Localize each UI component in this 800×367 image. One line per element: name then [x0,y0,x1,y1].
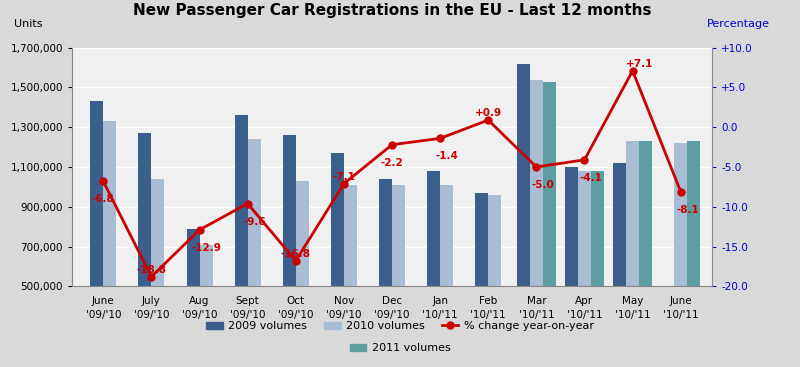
Bar [379,179,392,286]
Legend: 2009 volumes, 2010 volumes, % change year-on-year: 2009 volumes, 2010 volumes, % change yea… [202,317,598,336]
Bar [626,141,639,286]
Legend: 2011 volumes: 2011 volumes [345,339,455,358]
Bar [186,229,199,286]
Bar [530,80,543,286]
Text: -6.8: -6.8 [92,195,114,204]
Text: Oct: Oct [286,296,305,306]
Text: '10/'11: '10/'11 [566,310,602,320]
Bar [591,171,604,286]
Bar [282,135,296,286]
Bar [344,185,357,286]
Text: -16.8: -16.8 [281,249,310,259]
Bar [543,81,556,286]
Text: '10/'11: '10/'11 [470,310,506,320]
Bar [427,171,440,286]
Text: Aug: Aug [190,296,210,306]
Text: Units: Units [14,19,43,29]
Bar [687,141,700,286]
Bar [331,153,344,286]
Text: Percentage: Percentage [706,19,770,29]
Bar [613,163,626,286]
Text: Jan: Jan [432,296,448,306]
Bar [151,179,164,286]
Text: -1.4: -1.4 [436,152,458,161]
Text: '09/'10: '09/'10 [374,310,410,320]
Bar [565,167,578,286]
Text: +0.9: +0.9 [474,108,502,118]
Text: May: May [622,296,643,306]
Text: '10/'11: '10/'11 [422,310,458,320]
Text: '10/'11: '10/'11 [663,310,698,320]
Text: Dec: Dec [382,296,402,306]
Text: Sept: Sept [236,296,259,306]
Bar [199,244,213,286]
Text: +7.1: +7.1 [626,59,654,69]
Text: -8.1: -8.1 [676,205,699,215]
Text: -5.0: -5.0 [532,180,554,190]
Title: New Passenger Car Registrations in the EU - Last 12 months: New Passenger Car Registrations in the E… [133,3,651,18]
Text: Feb: Feb [479,296,498,306]
Text: Nov: Nov [334,296,354,306]
Text: -12.9: -12.9 [191,243,222,253]
Text: -2.2: -2.2 [381,158,403,168]
Bar [639,141,652,286]
Bar [392,185,405,286]
Text: -4.1: -4.1 [580,173,603,183]
Text: '10/'11: '10/'11 [614,310,650,320]
Bar [475,193,488,286]
Text: -18.8: -18.8 [136,265,166,275]
Text: Apr: Apr [575,296,594,306]
Text: '09/'10: '09/'10 [182,310,218,320]
Text: -9.6: -9.6 [243,217,266,226]
Text: '09/'10: '09/'10 [278,310,314,320]
Text: -7.1: -7.1 [333,172,355,182]
Bar [517,63,530,286]
Bar [488,195,502,286]
Bar [90,101,103,286]
Text: June: June [670,296,692,306]
Text: '09/'10: '09/'10 [230,310,266,320]
Bar [440,185,453,286]
Bar [234,115,248,286]
Text: '09/'10: '09/'10 [326,310,362,320]
Bar [248,139,261,286]
Text: '09/'10: '09/'10 [86,310,121,320]
Text: June: June [92,296,114,306]
Bar [578,171,591,286]
Text: July: July [142,296,161,306]
Text: '09/'10: '09/'10 [134,310,169,320]
Bar [103,121,116,286]
Bar [296,181,309,286]
Bar [674,143,687,286]
Text: '10/'11: '10/'11 [518,310,554,320]
Text: Mar: Mar [526,296,546,306]
Bar [138,133,151,286]
